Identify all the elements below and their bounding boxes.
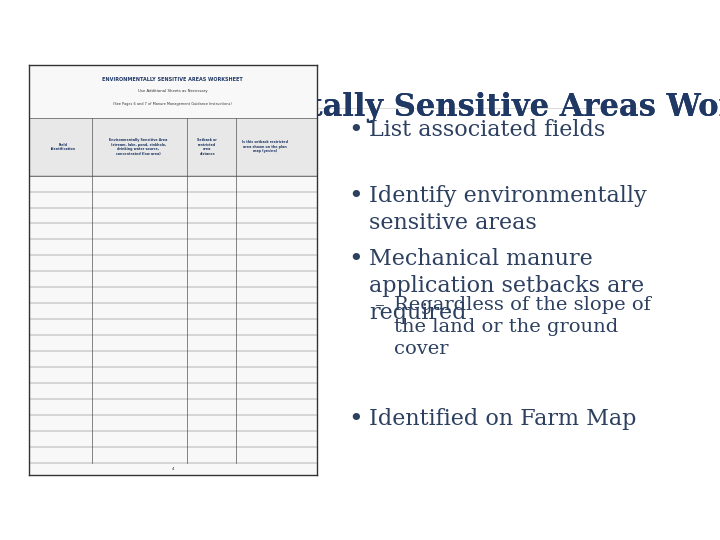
Text: •: • <box>348 408 364 431</box>
Text: •: • <box>348 185 364 208</box>
Text: Environmentally Sensitive Areas Worksheet: Environmentally Sensitive Areas Workshee… <box>101 92 720 123</box>
Text: (See Pages 6 and 7 of Manure Management Guidance Instructions): (See Pages 6 and 7 of Manure Management … <box>114 102 232 106</box>
Text: •: • <box>348 119 364 142</box>
Text: Environmentally Sensitive Areas Worksheet (p. 4): Environmentally Sensitive Areas Workshee… <box>101 92 720 123</box>
Text: Identified on Farm Map: Identified on Farm Map <box>369 408 636 430</box>
Text: –: – <box>375 295 392 314</box>
Bar <box>29 118 317 176</box>
Text: Regardless of the slope of
the land or the ground
cover: Regardless of the slope of the land or t… <box>394 295 651 358</box>
Text: •: • <box>348 248 364 271</box>
Text: Environmentally Sensitive Area
(stream, lake, pond, sinkhole,
drinking water sou: Environmentally Sensitive Area (stream, … <box>109 138 168 156</box>
Text: Environmentally Sensitive Areas Worksheet (p. 4): Environmentally Sensitive Areas Workshee… <box>101 92 720 123</box>
Text: Setback or
restricted
area
distance: Setback or restricted area distance <box>197 138 217 156</box>
Text: Penn State: Penn State <box>14 504 158 528</box>
Text: ENVIRONMENTALLY SENSITIVE AREAS WORKSHEET: ENVIRONMENTALLY SENSITIVE AREAS WORKSHEE… <box>102 77 243 82</box>
Text: Identify environmentally
sensitive areas: Identify environmentally sensitive areas <box>369 185 647 234</box>
Text: Field
Identification: Field Identification <box>51 143 76 151</box>
Text: List associated fields: List associated fields <box>369 119 606 141</box>
Text: Use Additional Sheets as Necessary: Use Additional Sheets as Necessary <box>138 90 207 93</box>
Text: Extension: Extension <box>84 504 222 528</box>
Text: Is this setback restricted
area shown on the plan
map (yes/no): Is this setback restricted area shown on… <box>242 140 288 153</box>
Text: 4: 4 <box>171 467 174 471</box>
Text: Mechanical manure
application setbacks are
required: Mechanical manure application setbacks a… <box>369 248 644 324</box>
